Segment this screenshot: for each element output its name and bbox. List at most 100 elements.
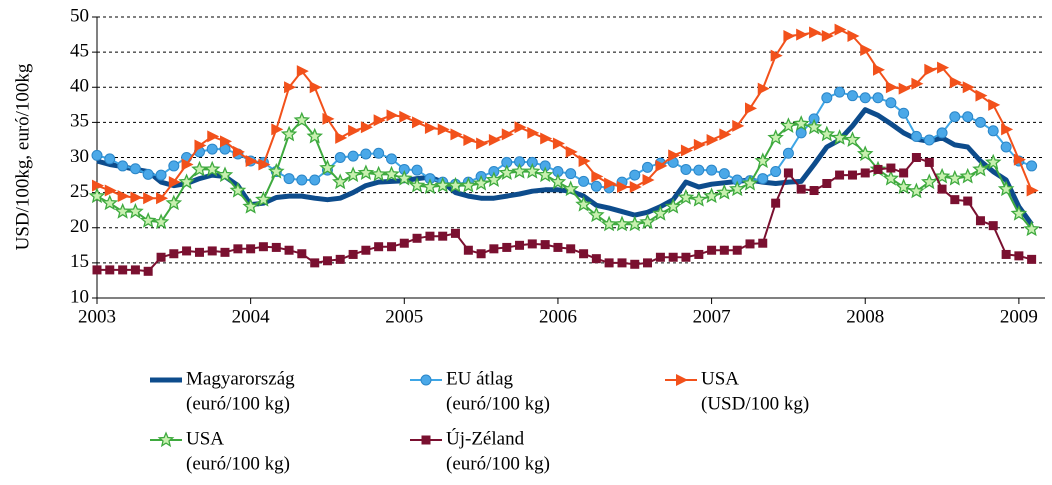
marker bbox=[831, 129, 848, 145]
marker bbox=[565, 168, 577, 180]
marker bbox=[770, 49, 783, 62]
marker bbox=[629, 169, 641, 181]
marker bbox=[246, 244, 256, 254]
marker bbox=[105, 265, 115, 275]
marker bbox=[818, 125, 836, 142]
marker bbox=[373, 114, 386, 127]
marker bbox=[296, 65, 309, 78]
marker bbox=[732, 119, 745, 132]
marker bbox=[642, 173, 655, 186]
marker bbox=[169, 249, 179, 259]
marker bbox=[104, 184, 117, 197]
marker bbox=[383, 165, 400, 182]
marker bbox=[690, 191, 708, 207]
marker bbox=[127, 202, 144, 219]
marker bbox=[590, 180, 602, 192]
marker bbox=[242, 198, 259, 214]
marker bbox=[835, 170, 845, 180]
marker bbox=[408, 176, 426, 193]
marker bbox=[527, 126, 540, 139]
legend-label: USA bbox=[186, 428, 224, 449]
marker bbox=[975, 216, 985, 226]
marker bbox=[758, 238, 768, 248]
marker bbox=[962, 81, 975, 94]
marker bbox=[207, 246, 217, 256]
y-tick-label: 15 bbox=[70, 251, 89, 272]
marker bbox=[716, 183, 733, 200]
marker bbox=[335, 131, 348, 144]
marker bbox=[655, 252, 665, 262]
marker bbox=[1023, 220, 1040, 237]
marker bbox=[783, 29, 796, 42]
marker bbox=[255, 191, 272, 207]
marker bbox=[194, 247, 204, 257]
marker bbox=[780, 117, 797, 134]
marker bbox=[322, 256, 332, 266]
marker bbox=[937, 184, 947, 194]
marker bbox=[821, 29, 834, 42]
legend-unit: (USD/100 kg) bbox=[701, 393, 809, 414]
marker bbox=[664, 198, 682, 214]
marker bbox=[677, 188, 695, 205]
marker bbox=[1014, 251, 1024, 261]
marker bbox=[296, 174, 308, 186]
marker bbox=[834, 86, 846, 98]
x-tick-label: 2004 bbox=[232, 306, 271, 327]
legend-label: USA bbox=[701, 368, 739, 389]
marker bbox=[703, 187, 720, 204]
marker bbox=[846, 90, 858, 102]
marker bbox=[447, 176, 464, 193]
marker bbox=[181, 158, 194, 171]
marker bbox=[309, 174, 321, 186]
marker bbox=[949, 111, 961, 123]
marker bbox=[591, 254, 601, 264]
marker bbox=[680, 144, 693, 157]
marker bbox=[886, 163, 896, 173]
marker bbox=[373, 147, 385, 159]
marker bbox=[165, 194, 183, 211]
marker bbox=[348, 249, 358, 259]
marker bbox=[963, 196, 973, 206]
marker bbox=[306, 127, 324, 144]
marker bbox=[591, 170, 604, 183]
marker bbox=[694, 249, 704, 259]
marker bbox=[527, 239, 537, 249]
marker bbox=[88, 187, 106, 204]
marker bbox=[933, 167, 951, 184]
marker bbox=[117, 160, 129, 172]
marker bbox=[693, 164, 705, 176]
marker bbox=[293, 111, 311, 128]
marker bbox=[783, 168, 793, 178]
marker bbox=[974, 116, 986, 128]
marker bbox=[655, 159, 668, 172]
marker bbox=[642, 161, 654, 173]
marker bbox=[553, 242, 563, 252]
marker bbox=[476, 137, 489, 150]
marker bbox=[460, 176, 477, 193]
marker bbox=[630, 259, 640, 269]
marker bbox=[795, 127, 807, 139]
legend-unit: (euró/100 kg) bbox=[186, 393, 290, 414]
marker bbox=[118, 265, 128, 275]
marker bbox=[885, 97, 897, 109]
marker bbox=[92, 179, 104, 192]
marker bbox=[1013, 153, 1026, 166]
marker bbox=[284, 245, 294, 255]
y-tick-label: 50 bbox=[70, 5, 89, 26]
marker bbox=[411, 164, 423, 176]
marker bbox=[895, 178, 912, 195]
marker bbox=[280, 125, 298, 142]
marker bbox=[639, 213, 656, 230]
marker bbox=[911, 153, 921, 162]
marker bbox=[898, 82, 911, 95]
marker bbox=[168, 176, 181, 189]
marker bbox=[399, 238, 409, 248]
x-tick-label: 2003 bbox=[78, 306, 116, 327]
marker bbox=[472, 174, 490, 191]
marker bbox=[245, 155, 258, 168]
legend-marker bbox=[420, 374, 432, 386]
marker bbox=[972, 160, 989, 177]
marker bbox=[267, 162, 285, 179]
marker bbox=[757, 82, 770, 95]
marker bbox=[959, 167, 977, 184]
